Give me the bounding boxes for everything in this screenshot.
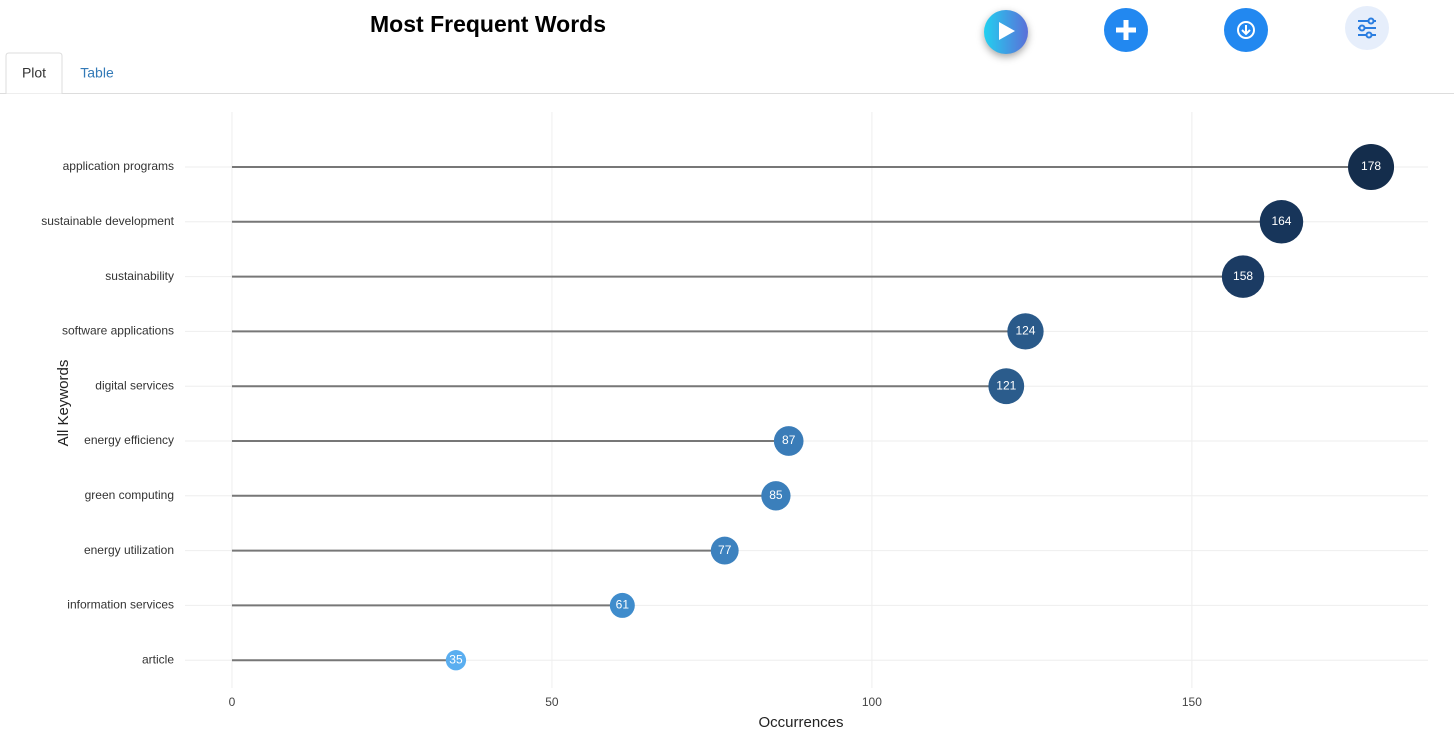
- x-tick-label: 0: [229, 695, 236, 709]
- y-tick-label: article: [142, 652, 174, 666]
- tab-table[interactable]: Table: [80, 65, 114, 81]
- marker: [1221, 255, 1265, 298]
- marker: [1259, 200, 1304, 244]
- y-tick-label: energy efficiency: [84, 433, 174, 447]
- marker: [773, 426, 804, 456]
- marker: [445, 650, 467, 671]
- value-label: 158: [1233, 269, 1253, 283]
- page-title: Most Frequent Words: [370, 11, 606, 37]
- y-tick-label: software applications: [62, 324, 174, 338]
- value-label: 61: [616, 598, 630, 612]
- marker: [761, 481, 791, 511]
- add-button[interactable]: [1104, 8, 1148, 52]
- y-tick-label: information services: [67, 598, 174, 612]
- marker: [1348, 143, 1395, 191]
- x-tick-label: 100: [862, 695, 882, 709]
- value-label: 164: [1271, 214, 1291, 228]
- y-tick-label: green computing: [85, 488, 174, 502]
- x-axis-title: Occurrences: [758, 714, 843, 731]
- value-label: 87: [782, 433, 796, 447]
- value-label: 77: [718, 543, 732, 557]
- y-tick-label: sustainable development: [41, 214, 174, 228]
- chart: 0 50 100 150 Occurrences All Keywords applicat…: [41, 112, 1428, 731]
- value-label: 178: [1361, 159, 1381, 173]
- value-label: 35: [449, 652, 463, 666]
- marker: [609, 592, 635, 618]
- x-tick-label: 150: [1182, 695, 1202, 709]
- value-label: 124: [1015, 324, 1035, 338]
- marker: [710, 536, 739, 565]
- y-tick-label: sustainability: [105, 269, 174, 283]
- download-button[interactable]: [1224, 8, 1268, 52]
- y-tick-label: digital services: [95, 378, 174, 392]
- settings-button[interactable]: [1345, 6, 1389, 50]
- y-tick-label: application programs: [63, 159, 174, 173]
- tab-plot[interactable]: Plot: [22, 65, 46, 81]
- marker: [988, 368, 1025, 405]
- y-axis-title: All Keywords: [55, 360, 72, 447]
- value-label: 85: [769, 488, 783, 502]
- marker: [1007, 313, 1044, 350]
- x-tick-label: 50: [545, 695, 559, 709]
- play-button[interactable]: [984, 10, 1028, 54]
- value-label: 121: [996, 378, 1016, 392]
- y-tick-label: energy utilization: [84, 543, 174, 557]
- active-tab[interactable]: [5, 52, 63, 94]
